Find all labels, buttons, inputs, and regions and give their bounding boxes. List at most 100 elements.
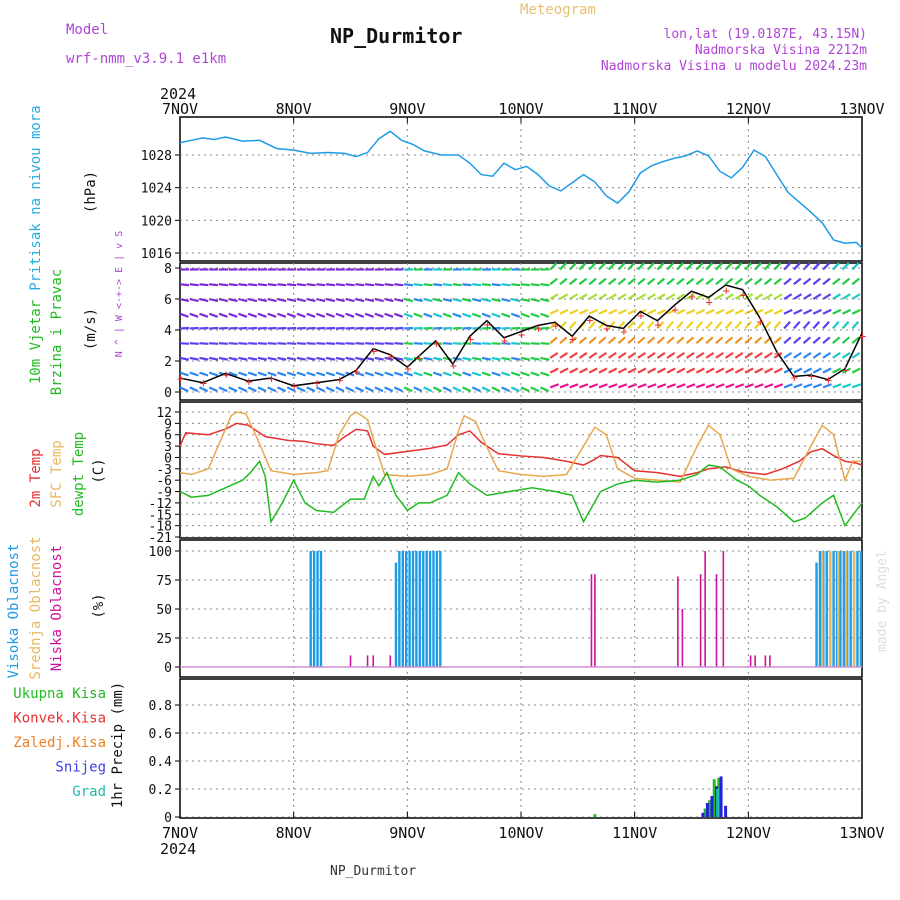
wind-barb (189, 342, 199, 345)
wind-barb (491, 371, 501, 377)
y-tick-label: -12 (149, 497, 172, 512)
y-tick-label: -3 (156, 463, 172, 478)
wind-barb (325, 312, 335, 318)
wind-barb (617, 336, 626, 345)
wind-barb (783, 308, 793, 315)
wind-barb (803, 367, 813, 374)
gust-mark: + (336, 373, 343, 387)
wind-barb (695, 383, 706, 389)
precip-legend-item: Snijeg (55, 760, 106, 776)
wind-barb (384, 356, 394, 361)
precip-legend-item: Zaledj.Kisa (13, 735, 106, 751)
wind-barb (345, 297, 355, 303)
x-label-bottom: 7NOV (162, 824, 198, 842)
wind-barb (695, 351, 705, 359)
wind-barb (228, 312, 238, 318)
wind-barb (695, 308, 705, 315)
wind-barb (578, 367, 588, 374)
wind-barb (608, 383, 618, 389)
wind-barb (841, 277, 851, 286)
wind-barb (578, 336, 587, 345)
wind-barb (384, 297, 394, 303)
wind-barb (754, 351, 763, 359)
y-tick-label: 25 (156, 632, 172, 647)
series-bars-grad (716, 789, 720, 817)
bar (715, 574, 718, 667)
y-ticks: 0 0.2 0.4 0.6 0.8 (149, 699, 180, 826)
wind-barb (267, 297, 277, 303)
side-labels: Pritisak na nivou mora (hPa) 10m Vjetar Brz… (6, 105, 126, 808)
wind-barb (394, 297, 404, 303)
wind-barb (832, 351, 841, 359)
bar (705, 803, 709, 817)
wind-barb (481, 356, 492, 361)
wind-barb (744, 308, 754, 315)
wind-barb (793, 383, 803, 389)
y-tick-label: 100 (149, 545, 172, 560)
pressure-axis-label: Pritisak na nivou mora (28, 105, 44, 290)
wind-barb (277, 283, 287, 287)
wind-barb (841, 293, 851, 300)
wind-barb (841, 351, 851, 359)
wind-barb (491, 356, 501, 361)
wind-barb (452, 297, 462, 303)
wind-unit-label: (m/s) (83, 308, 99, 350)
wind-barb (734, 293, 744, 300)
wind-barb (656, 351, 666, 359)
wind-barb (442, 312, 452, 318)
wind-barb (413, 356, 423, 361)
wind-barb (248, 342, 258, 345)
wind-barb (189, 297, 199, 303)
wind-barb (257, 356, 267, 361)
y-tick-label: 1024 (141, 182, 172, 197)
bar (316, 551, 319, 667)
wind-barb (822, 351, 832, 359)
wind-barb (773, 336, 782, 345)
wind-barb (209, 283, 219, 287)
wind-barb (530, 356, 540, 361)
wind-barb (812, 308, 822, 315)
wind-barb (345, 356, 355, 361)
wind-barb (501, 312, 511, 318)
wind-barb (472, 342, 482, 345)
wind-barb (218, 297, 228, 303)
wind-barb (501, 356, 511, 361)
wind-barb (724, 262, 733, 271)
wind-barb (773, 308, 783, 315)
bar (818, 551, 822, 667)
bar (389, 655, 392, 667)
wind-barb (267, 371, 277, 377)
wind-barb (423, 283, 433, 287)
bar (710, 796, 714, 817)
y-tick-label: -18 (149, 520, 172, 535)
x-label-bottom: 11NOV (612, 824, 657, 842)
wind-barb (491, 386, 501, 393)
wind-barb (277, 297, 287, 303)
wind-barb (316, 312, 326, 318)
wind-barb (802, 293, 812, 300)
wind-barb (442, 371, 452, 377)
wind-barb (394, 371, 404, 377)
wind-barb (277, 356, 287, 361)
precip-legend-item: Konvek.Kisa (13, 711, 106, 727)
wind-barb (578, 262, 587, 271)
wind-barb (209, 356, 219, 361)
y-tick-label: 50 (156, 603, 172, 618)
wind-barb (822, 321, 830, 330)
y-ticks: 1016 1020 1024 1028 (141, 149, 180, 262)
wind-barb (247, 312, 258, 318)
wind-barb (686, 308, 696, 315)
wind-barb (763, 321, 772, 330)
wind-barb (315, 386, 326, 393)
wind-barb (276, 386, 287, 393)
y-tick-label: 75 (156, 574, 172, 589)
wind-barb (540, 356, 550, 361)
wind-barb (792, 321, 801, 330)
wind-barb (364, 371, 375, 377)
wind-barb (481, 386, 491, 393)
watermark: made by Angel (875, 550, 890, 652)
wind-barb (763, 277, 773, 286)
wind-barb (208, 386, 218, 393)
wind-barb (491, 342, 501, 345)
